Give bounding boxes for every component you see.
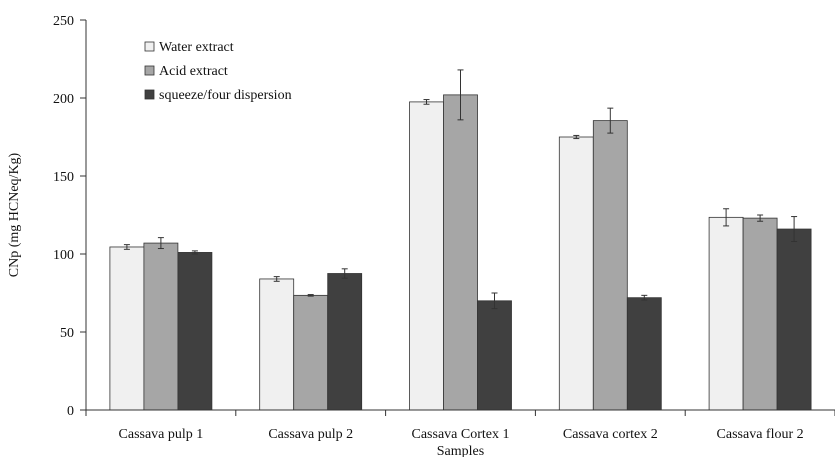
y-tick-label: 150 <box>53 170 74 185</box>
y-tick-label: 0 <box>67 404 74 419</box>
bar <box>477 300 512 411</box>
y-tick-label: 200 <box>53 92 74 107</box>
bar <box>708 216 744 411</box>
bar <box>143 242 179 411</box>
bar <box>177 252 213 411</box>
bar <box>558 136 594 411</box>
legend-swatch <box>144 65 155 76</box>
x-axis-title: Samples <box>437 444 484 457</box>
bar <box>327 273 363 411</box>
plot-area <box>109 69 812 411</box>
y-tick-label: 100 <box>53 248 74 263</box>
bar <box>109 246 145 411</box>
bar <box>592 120 628 411</box>
legend-label: Water extract <box>159 40 234 55</box>
y-axis-title: CNp (mg HCNeq/Kg) <box>7 152 22 277</box>
x-tick-label: Cassava cortex 2 <box>563 427 658 442</box>
x-tick-label: Cassava pulp 2 <box>268 427 353 442</box>
axes <box>85 20 835 411</box>
legend: Water extract Acid extract squeeze/four di… <box>144 40 292 103</box>
x-axis-ticks: Cassava pulp 1 Cassava pulp 2 Cassava Cort… <box>85 410 835 442</box>
x-tick-label: Cassava Cortex 1 <box>412 427 510 442</box>
y-axis-ticks: 0 50 100 150 200 250 <box>53 14 86 419</box>
y-tick-label: 50 <box>60 326 74 341</box>
legend-label: squeeze/four dispersion <box>159 88 292 103</box>
x-tick-label: Cassava pulp 1 <box>119 427 204 442</box>
bar <box>409 101 444 411</box>
bar <box>293 294 329 411</box>
x-tick-label: Cassava flour 2 <box>717 427 804 442</box>
bar <box>626 297 662 411</box>
legend-label: Acid extract <box>159 64 228 79</box>
bar <box>443 94 478 411</box>
bar <box>776 228 812 411</box>
legend-swatch <box>144 41 155 52</box>
legend-swatch <box>144 89 155 100</box>
bar <box>742 217 778 411</box>
y-tick-label: 250 <box>53 14 74 29</box>
bar <box>259 278 295 411</box>
